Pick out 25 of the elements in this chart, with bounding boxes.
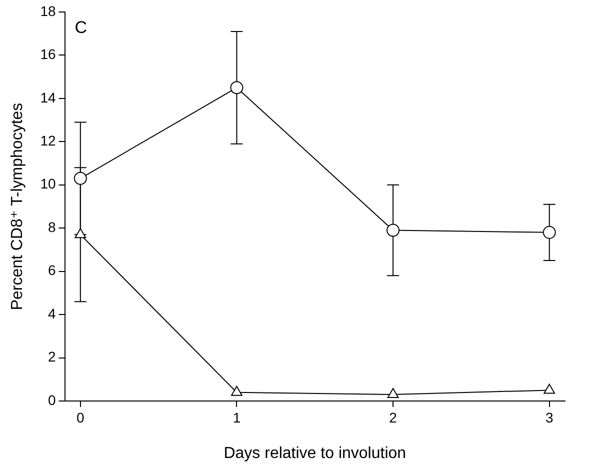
y-tick-label: 2 (48, 348, 56, 365)
y-tick-label: 14 (40, 89, 56, 106)
point (542, 226, 556, 239)
y-axis-title: Percent CD8⁺ T-lymphocytes (9, 102, 26, 310)
y-tick-label: 12 (40, 132, 56, 149)
x-tick-label: 1 (232, 409, 241, 426)
point (74, 228, 86, 238)
y-tick-label: 10 (40, 176, 56, 192)
y-tick-label: 0 (48, 392, 56, 408)
y-tick-label: 18 (40, 2, 56, 19)
x-tick-label: 2 (389, 409, 398, 426)
y-tick-label: 16 (40, 46, 56, 62)
y-tick-label: 4 (48, 305, 56, 322)
point (231, 386, 242, 396)
annotation: C (74, 18, 88, 38)
y-tick-label: 8 (48, 218, 56, 235)
x-tick-label: 0 (76, 409, 85, 426)
point (544, 384, 556, 394)
y-tick-label: 6 (48, 262, 56, 278)
point (74, 172, 87, 185)
point (387, 388, 399, 398)
point (386, 224, 400, 237)
point (230, 81, 244, 94)
x-axis-title: Days relative to involution (224, 444, 406, 462)
x-tick-label: 3 (545, 409, 554, 426)
